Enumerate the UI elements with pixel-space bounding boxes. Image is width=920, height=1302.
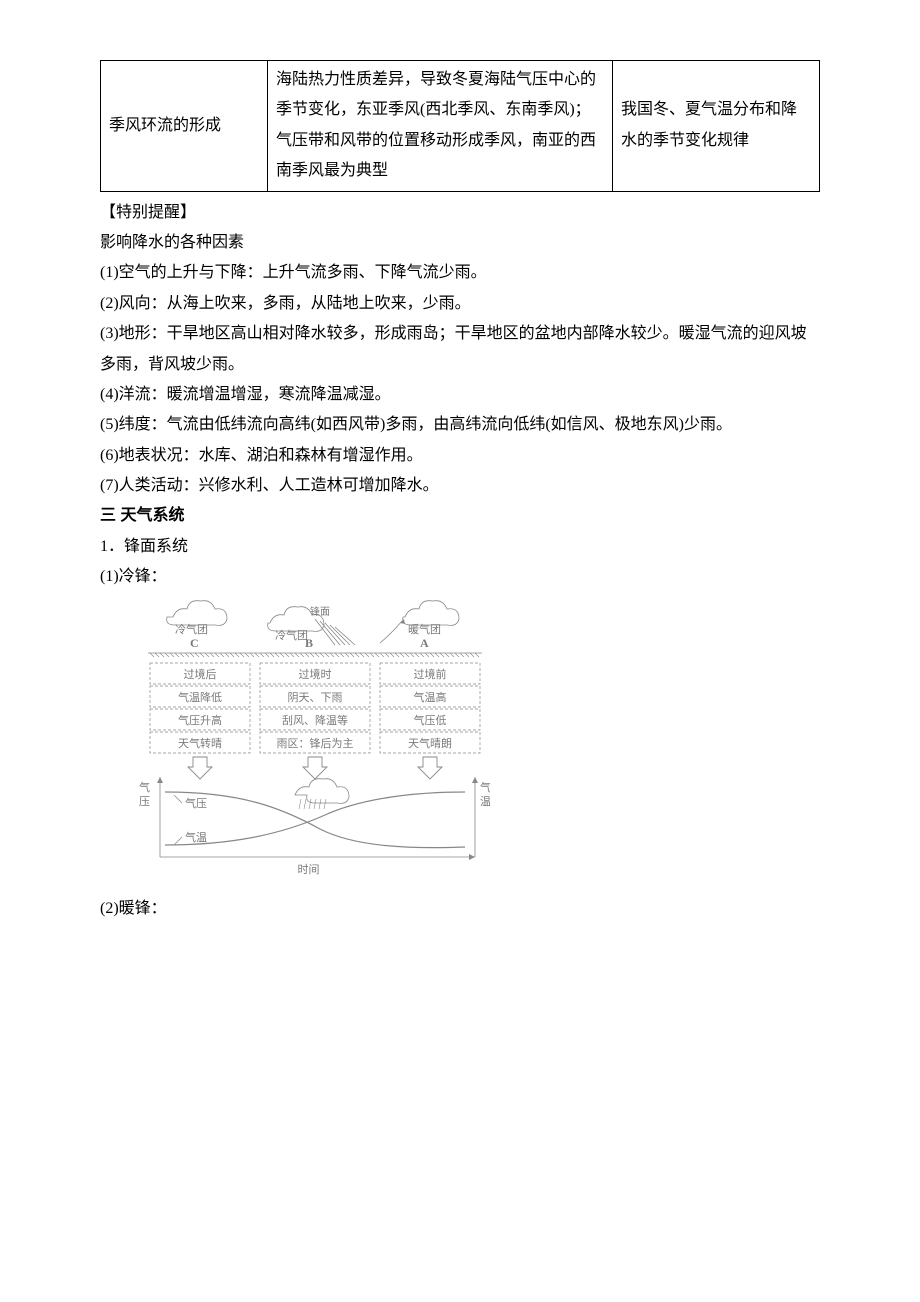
svg-text:过境前: 过境前 <box>414 667 447 681</box>
section-heading: 三 天气系统 <box>100 501 820 531</box>
svg-text:气温高: 气温高 <box>414 690 447 704</box>
svg-text:天气晴朗: 天气晴朗 <box>408 736 452 750</box>
svg-text:气压升高: 气压升高 <box>178 713 222 727</box>
reminder-label: 【特别提醒】 <box>100 198 820 228</box>
subsection-item: 1．锋面系统 <box>100 532 820 562</box>
svg-text:过境后: 过境后 <box>184 667 217 681</box>
svg-text:阴天、下雨: 阴天、下雨 <box>288 691 343 704</box>
document-page: 季风环流的形成 海陆热力性质差异，导致冬夏海陆气压中心的季节变化，东亚季风(西北… <box>0 0 920 984</box>
cell-description: 海陆热力性质差异，导致冬夏海陆气压中心的季节变化，东亚季风(西北季风、东南季风)… <box>268 61 613 192</box>
factor-item: (5)纬度：气流由低纬流向高纬(如西风带)多雨，由高纬流向低纬(如信风、极地东风… <box>100 410 820 440</box>
factor-item: (2)风向：从海上吹来，多雨，从陆地上吹来，少雨。 <box>100 289 820 319</box>
cold-front-figure: 冷气团冷气团锋面暖气团CBA过境后气温降低气压升高天气转晴过境时阴天、下雨刮风、… <box>130 597 820 888</box>
factors-heading: 影响降水的各种因素 <box>100 228 820 258</box>
svg-text:温: 温 <box>480 795 490 808</box>
factor-item: (3)地形：干旱地区高山相对降水较多，形成雨岛；干旱地区的盆地内部降水较少。暖湿… <box>100 319 820 380</box>
svg-text:暖气团: 暖气团 <box>408 622 441 636</box>
svg-text:刮风、降温等: 刮风、降温等 <box>282 713 348 727</box>
factor-item: (4)洋流：暖流增温增湿，寒流降温减湿。 <box>100 380 820 410</box>
monsoon-table: 季风环流的形成 海陆热力性质差异，导致冬夏海陆气压中心的季节变化，东亚季风(西北… <box>100 60 820 192</box>
svg-text:A: A <box>420 636 429 650</box>
svg-text:过境时: 过境时 <box>299 667 332 681</box>
svg-text:天气转晴: 天气转晴 <box>178 736 222 750</box>
factor-item: (6)地表状况：水库、湖泊和森林有增湿作用。 <box>100 441 820 471</box>
cold-front-label: (1)冷锋： <box>100 562 820 592</box>
factor-item: (7)人类活动：兴修水利、人工造林可增加降水。 <box>100 471 820 501</box>
svg-text:时间: 时间 <box>298 863 320 876</box>
cell-application: 我国冬、夏气温分布和降水的季节变化规律 <box>613 61 820 192</box>
svg-text:锋面: 锋面 <box>310 605 330 618</box>
svg-text:C: C <box>190 636 199 650</box>
cold-front-diagram: 冷气团冷气团锋面暖气团CBA过境后气温降低气压升高天气转晴过境时阴天、下雨刮风、… <box>130 597 490 877</box>
svg-text:气: 气 <box>480 780 490 794</box>
svg-text:冷气团: 冷气团 <box>175 622 208 636</box>
warm-front-label: (2)暖锋： <box>100 894 820 924</box>
svg-text:冷气团: 冷气团 <box>275 628 308 642</box>
cell-topic: 季风环流的形成 <box>101 61 268 192</box>
svg-text:压: 压 <box>139 795 150 808</box>
svg-text:气: 气 <box>139 780 150 794</box>
svg-text:气压: 气压 <box>185 796 207 810</box>
svg-text:气温降低: 气温降低 <box>178 690 222 704</box>
svg-text:雨区：锋后为主: 雨区：锋后为主 <box>277 737 354 750</box>
svg-text:气压低: 气压低 <box>414 713 447 727</box>
svg-text:B: B <box>305 636 313 650</box>
table-row: 季风环流的形成 海陆热力性质差异，导致冬夏海陆气压中心的季节变化，东亚季风(西北… <box>101 61 820 192</box>
svg-text:气温: 气温 <box>185 830 207 844</box>
factor-item: (1)空气的上升与下降：上升气流多雨、下降气流少雨。 <box>100 258 820 288</box>
